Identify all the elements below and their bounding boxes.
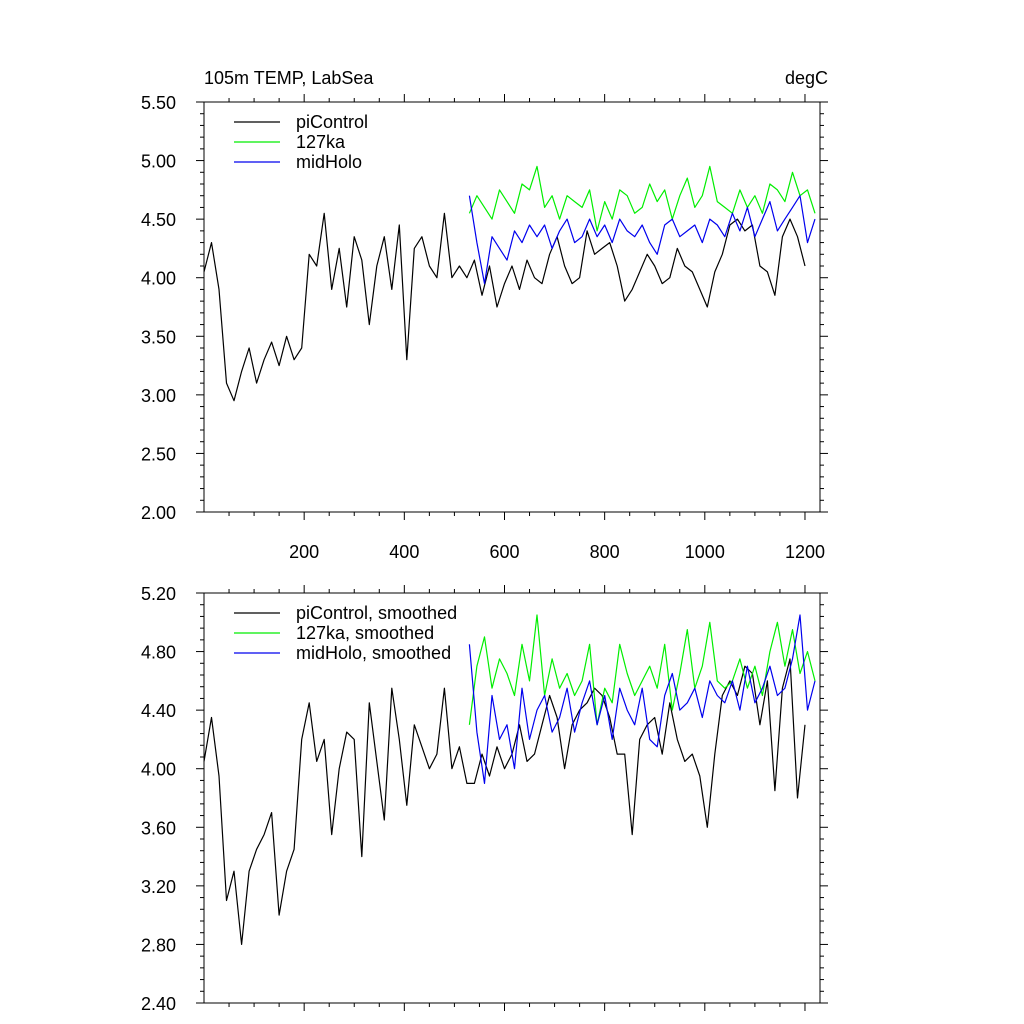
y-tick-label: 2.50 — [141, 444, 176, 464]
x-tick-label: 400 — [389, 542, 419, 562]
legend-label: 127ka — [296, 132, 346, 152]
series-line-127ka-smoothed — [468, 614, 816, 726]
y-tick-label: 3.00 — [141, 386, 176, 406]
x-tick-label: 600 — [489, 542, 519, 562]
legend-label: midHolo — [296, 152, 362, 172]
legend-label: piControl — [296, 112, 368, 132]
series-line-127ka — [468, 165, 816, 232]
y-tick-label: 2.40 — [141, 994, 176, 1014]
y-tick-label: 3.50 — [141, 327, 176, 347]
legend-label: 127ka, smoothed — [296, 623, 434, 643]
series-line-picontrol — [203, 212, 806, 402]
series-line-midholo-smoothed — [468, 614, 816, 785]
y-tick-label: 4.80 — [141, 643, 176, 663]
legend-label: midHolo, smoothed — [296, 643, 451, 663]
y-tick-label: 4.00 — [141, 269, 176, 289]
plot-frame — [203, 101, 821, 513]
y-tick-label: 5.00 — [141, 152, 176, 172]
x-tick-label: 200 — [289, 542, 319, 562]
x-tick-label: 1000 — [685, 542, 725, 562]
series-line-midholo — [468, 195, 816, 285]
series-line-picontrol-smoothed — [203, 658, 806, 946]
y-tick-label: 3.20 — [141, 877, 176, 897]
x-tick-label: 800 — [590, 542, 620, 562]
y-tick-label: 2.00 — [141, 503, 176, 523]
top-panel-temperature: 105m TEMP, LabSea degC 2.00 2.50 3.00 3.50 4… — [141, 68, 828, 562]
x-tick-label: 1200 — [785, 542, 825, 562]
chart-title-left: 105m TEMP, LabSea — [204, 68, 374, 88]
y-tick-label: 3.60 — [141, 818, 176, 838]
plot-frame — [203, 592, 821, 1004]
y-tick-label: 4.50 — [141, 210, 176, 230]
y-tick-label: 2.80 — [141, 935, 176, 955]
y-tick-label: 4.40 — [141, 701, 176, 721]
chart-title-units: degC — [785, 68, 828, 88]
y-tick-label: 5.50 — [141, 93, 176, 113]
bottom-panel-smoothed: 2.40 2.80 3.20 3.60 4.00 4.40 4.80 5.20 piContro… — [141, 584, 828, 1014]
y-tick-label: 4.00 — [141, 760, 176, 780]
y-tick-label: 5.20 — [141, 584, 176, 604]
legend-label: piControl, smoothed — [296, 603, 457, 623]
